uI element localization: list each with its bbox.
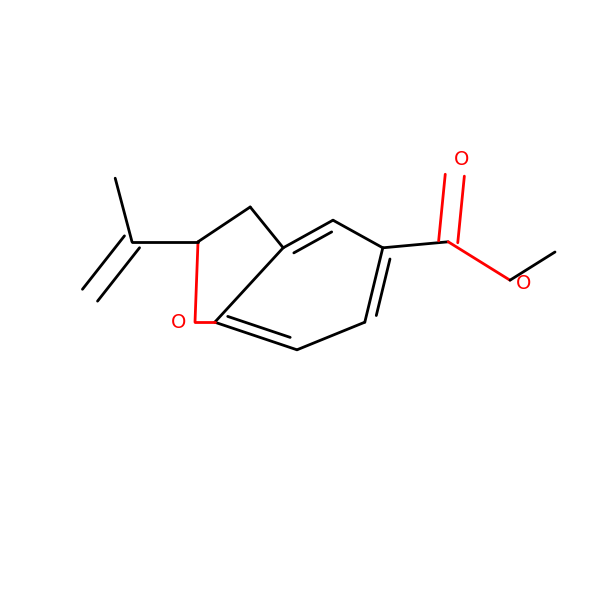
Text: O: O (516, 274, 532, 293)
Text: O: O (454, 150, 470, 169)
Text: O: O (170, 313, 186, 332)
